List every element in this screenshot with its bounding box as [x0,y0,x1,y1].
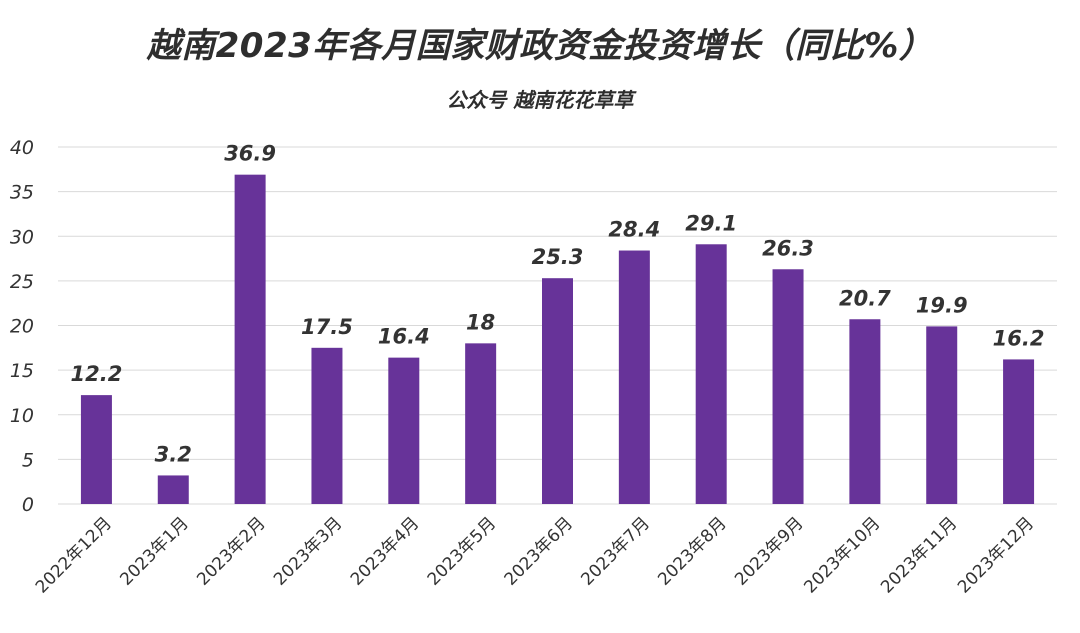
x-axis-ticks: 2022年12月 2023年1月 2023年2月 2023年3月 2023年4月 2023… [32,513,1038,597]
y-axis-ticks: 0 5 10 15 20 25 30 35 40 [10,137,34,516]
data-label: 36.9 [224,142,276,166]
bar [849,319,881,504]
bar [234,174,266,505]
x-tick-label: 2023年9月 [731,513,807,589]
bar [1003,359,1035,504]
x-tick-label: 2023年11月 [877,513,961,597]
y-tick-label: 25 [10,271,34,293]
x-tick-label: 2023年3月 [270,513,346,589]
y-tick-label: 20 [10,316,34,338]
x-tick-label: 2023年4月 [347,513,423,589]
bar [157,475,189,504]
y-tick-label: 15 [10,360,34,382]
y-tick-label: 10 [10,405,34,427]
y-tick-label: 0 [22,494,34,516]
data-label: 3.2 [155,442,192,466]
y-tick-label: 5 [22,449,34,471]
data-label: 16.4 [378,325,430,349]
data-label: 16.2 [993,326,1045,350]
bar [80,395,112,504]
x-tick-label: 2022年12月 [32,513,116,597]
bar [465,343,497,504]
data-label: 25.3 [532,245,584,269]
data-label: 18 [466,310,495,334]
data-label: 26.3 [762,236,814,260]
chart-title: 越南2023年各月国家财政资金投资增长（同比%） [146,26,934,66]
bar [388,357,420,504]
bar [618,250,650,504]
chart-subtitle: 公众号 越南花花草草 [446,88,634,112]
bar [926,326,958,504]
data-labels: 12.2 3.2 36.9 17.5 16.4 18 25.3 28.4 29.1 26.3 20.… [71,142,1045,467]
data-label: 17.5 [301,315,353,339]
x-tick-label: 2023年1月 [116,513,192,589]
bar [772,269,804,504]
bar [695,244,727,504]
data-label: 20.7 [839,286,891,310]
data-label: 29.1 [685,211,737,235]
bar [542,278,573,504]
bars [80,174,1035,505]
x-tick-label: 2023年5月 [424,513,500,589]
data-label: 28.4 [608,218,660,242]
data-label: 12.2 [71,362,123,386]
x-tick-label: 2023年10月 [800,513,884,597]
x-tick-label: 2023年7月 [577,513,653,589]
y-tick-label: 40 [10,137,34,159]
x-tick-label: 2023年12月 [954,513,1038,597]
data-label: 19.9 [916,293,968,317]
x-tick-label: 2023年2月 [193,513,269,589]
y-tick-label: 35 [10,182,34,204]
y-tick-label: 30 [10,226,34,248]
bar [311,347,343,504]
x-tick-label: 2023年6月 [501,513,577,589]
x-tick-label: 2023年8月 [654,513,730,589]
